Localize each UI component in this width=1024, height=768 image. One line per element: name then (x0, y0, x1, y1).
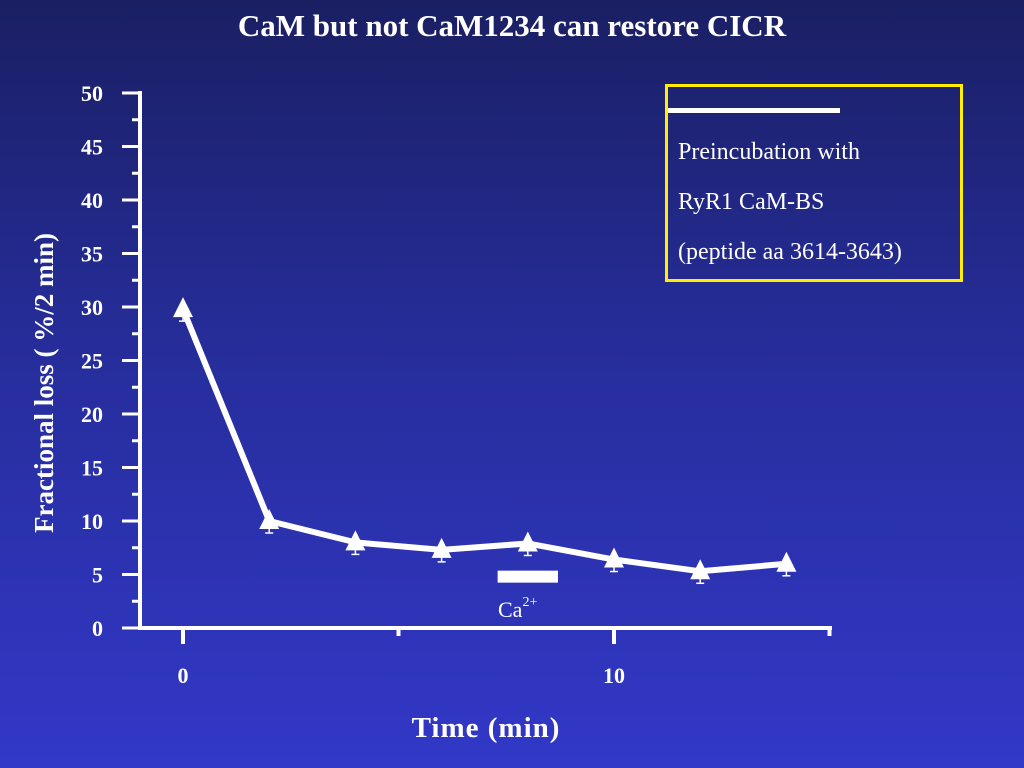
x-tick-label: 0 (178, 663, 189, 688)
y-tick-label: 25 (81, 349, 103, 374)
y-tick-label: 35 (81, 242, 103, 267)
data-point-triangle (345, 530, 366, 551)
data-point-triangle (431, 537, 452, 558)
x-tick-label: 10 (603, 663, 625, 688)
x-axis-label: Time (min) (412, 712, 561, 744)
y-tick-label: 50 (81, 81, 103, 106)
legend-box: Preincubation with RyR1 CaM-BS (peptide … (665, 84, 963, 282)
data-series (173, 297, 797, 585)
y-tick-label: 30 (81, 295, 103, 320)
series-line (180, 308, 787, 575)
legend-text-line2: RyR1 CaM-BS (678, 189, 825, 215)
y-tick-label: 20 (81, 402, 103, 427)
y-tick-label: 5 (92, 563, 103, 588)
y-tick-label: 10 (81, 509, 103, 534)
y-tick-label: 15 (81, 456, 103, 481)
data-point-triangle (259, 509, 280, 529)
legend-line-sample (668, 108, 840, 113)
data-point-triangle (776, 551, 797, 572)
x-axis-ticks: 0 10 (178, 628, 832, 688)
y-tick-label: 0 (92, 616, 103, 641)
y-tick-label: 45 (81, 135, 103, 160)
legend-text-line1: Preincubation with (678, 139, 860, 165)
data-point-triangle (690, 559, 711, 580)
data-point-triangle (173, 297, 193, 318)
calcium-annotation-superscript: 2+ (522, 595, 538, 610)
calcium-application-bar (497, 570, 558, 583)
data-point-triangle (517, 531, 538, 552)
calcium-annotation-label: Ca2+ (498, 595, 538, 623)
data-point-triangle (604, 547, 624, 568)
calcium-annotation-base: Ca (498, 597, 523, 622)
y-tick-label: 40 (81, 188, 103, 213)
y-axis-label: Fractional loss ( %/2 min) (29, 233, 59, 533)
y-axis-ticks: 0 5 10 15 20 25 30 35 40 45 50 (81, 81, 140, 641)
legend-text-line3: (peptide aa 3614-3643) (678, 239, 902, 265)
slide-title: CaM but not CaM1234 can restore CICR (237, 8, 787, 43)
